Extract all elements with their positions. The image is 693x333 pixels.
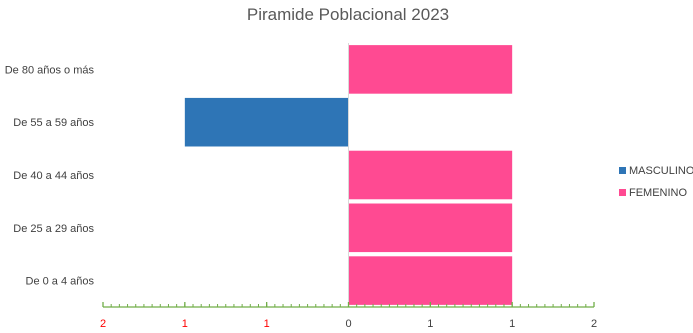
category-label: De 25 a 29 años [13, 223, 94, 235]
legend-label-masculino: MASCULINO [629, 165, 693, 177]
x-tick-label: 0 [345, 318, 351, 330]
x-tick-label: 1 [427, 318, 433, 330]
x-tick-label: 2 [591, 318, 597, 330]
bar-femenino-1 [348, 203, 513, 253]
x-axis: 2 1 1 0 1 1 2 [100, 302, 597, 330]
legend: MASCULINO FEMENINO [619, 165, 693, 199]
legend-swatch-femenino [619, 189, 626, 196]
chart-title: Piramide Poblacional 2023 [247, 5, 449, 24]
x-tick-label: 2 [100, 318, 106, 330]
x-tick-label: 1 [509, 318, 515, 330]
x-tick-label: 1 [264, 318, 270, 330]
bar-femenino-0 [348, 256, 513, 305]
legend-swatch-masculino [619, 167, 626, 174]
category-label: De 0 a 4 años [26, 276, 95, 288]
bar-femenino-2 [348, 150, 513, 200]
x-tick-label: 1 [182, 318, 188, 330]
category-label: De 80 años o más [5, 64, 95, 76]
category-labels: De 0 a 4 años De 25 a 29 años De 40 a 44 a… [5, 64, 95, 287]
bar-femenino-4 [348, 45, 513, 94]
bars-group [184, 43, 513, 307]
bar-masculino-3 [184, 97, 349, 147]
legend-label-femenino: FEMENINO [629, 187, 688, 199]
category-label: De 55 a 59 años [13, 117, 94, 129]
category-label: De 40 a 44 años [13, 170, 94, 182]
